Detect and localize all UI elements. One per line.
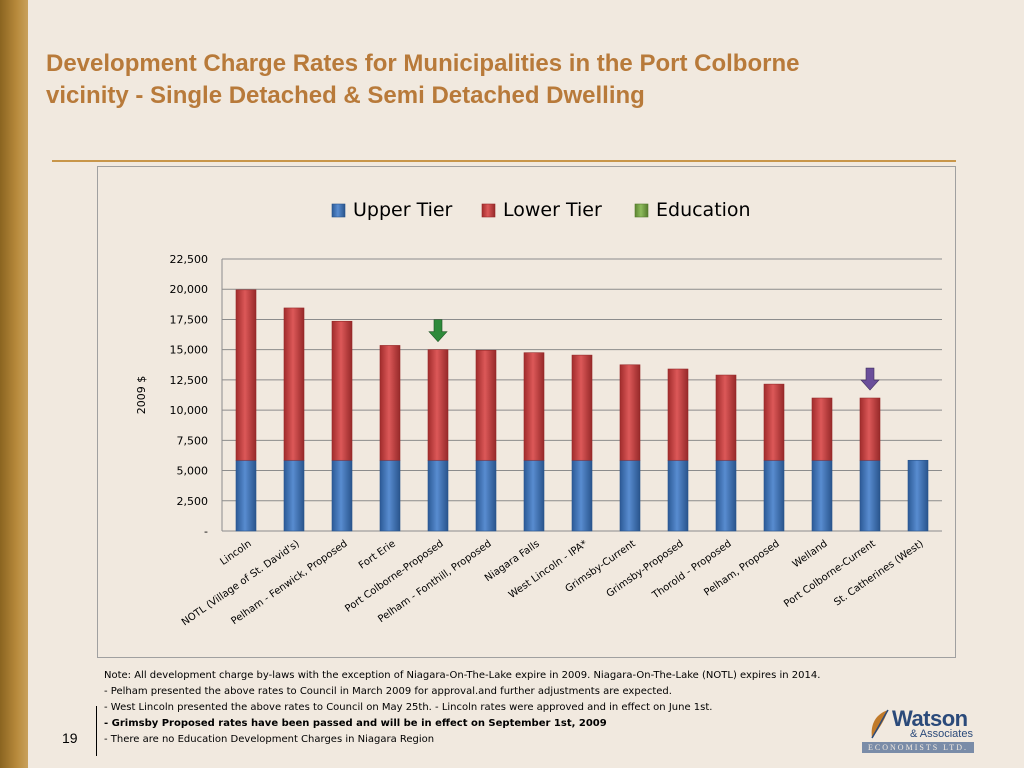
x-tick-label: Thorold - Proposed: [650, 538, 734, 601]
y-tick-label: 12,500: [170, 374, 209, 387]
leaf-icon: [871, 709, 889, 739]
bar-lower-tier-pelham-fonthill-proposed: [475, 349, 497, 461]
legend-label-lower-tier: Lower Tier: [503, 199, 602, 221]
note-line: - Grimsby Proposed rates have been passe…: [104, 718, 607, 729]
down-arrow-icon: [428, 319, 448, 343]
slide-title: Development Charge Rates for Municipalit…: [46, 48, 986, 112]
bar-upper-tier-lincoln: [235, 459, 257, 532]
x-tick-label: Lincoln: [218, 538, 253, 567]
bar-upper-tier-pelham-proposed: [763, 459, 785, 532]
note-line: - Pelham presented the above rates to Co…: [104, 686, 672, 697]
chart-notes: Note: All development charge by-laws wit…: [104, 668, 964, 748]
legend-swatch-education: [634, 203, 649, 218]
page-number: 19: [62, 730, 78, 746]
y-tick-label: 17,500: [170, 313, 209, 326]
legend-label-upper-tier: Upper Tier: [353, 199, 453, 221]
y-tick-label: 22,500: [170, 253, 209, 266]
bar-upper-tier-niagara-falls: [523, 459, 545, 532]
slide-title-line-1: Development Charge Rates for Municipalit…: [46, 50, 800, 77]
page-number-divider: [96, 706, 97, 756]
bar-lower-tier-lincoln: [235, 289, 257, 461]
down-arrow-icon: [860, 367, 880, 391]
bar-upper-tier-port-colborne-current: [859, 459, 881, 532]
bar-upper-tier-notl-village-of-st-david-s: [283, 459, 305, 532]
x-tick-label: West Lincoln - IPA*: [507, 538, 590, 601]
logo-tagline: ECONOMISTS LTD.: [862, 742, 974, 753]
title-divider: [52, 160, 956, 162]
y-tick-label: -: [204, 525, 208, 538]
note-line: Note: All development charge by-laws wit…: [104, 670, 821, 681]
bar-upper-tier-st-catherines-west: [907, 459, 929, 532]
bar-lower-tier-port-colborne-proposed: [427, 349, 449, 461]
bar-upper-tier-pelham-fonthill-proposed: [475, 459, 497, 532]
bar-lower-tier-pelham-proposed: [763, 383, 785, 461]
x-tick-label: Fort Erie: [357, 538, 398, 571]
slide-side-bar: [0, 0, 28, 768]
bar-upper-tier-welland: [811, 459, 833, 532]
bar-upper-tier-fort-erie: [379, 459, 401, 532]
y-tick-label: 20,000: [170, 283, 209, 296]
logo-subtitle: & Associates: [910, 728, 973, 740]
x-tick-label: St. Catherines (West): [832, 538, 925, 608]
bar-lower-tier-notl-village-of-st-david-s: [283, 307, 305, 461]
bar-upper-tier-grimsby-proposed: [667, 459, 689, 532]
slide-title-line-2: vicinity - Single Detached & Semi Detach…: [46, 82, 645, 109]
legend-swatch-lower-tier: [481, 203, 496, 218]
bar-lower-tier-thorold-proposed: [715, 374, 737, 461]
legend-label-education: Education: [656, 199, 751, 221]
bar-lower-tier-pelham-fenwick-proposed: [331, 320, 353, 461]
y-tick-label: 10,000: [170, 404, 209, 417]
stacked-bar-chart: - 2,500 5,000 7,500 10,000 12,500 15,000 17,500…: [135, 199, 942, 628]
y-tick-label: 2,500: [177, 495, 209, 508]
bar-lower-tier-grimsby-current: [619, 364, 641, 461]
bar-lower-tier-welland: [811, 397, 833, 461]
x-tick-label: Welland: [791, 538, 830, 570]
bar-lower-tier-fort-erie: [379, 345, 401, 461]
y-axis-label: 2009 $: [135, 376, 148, 415]
company-logo: Watson & Associates ECONOMISTS LTD.: [862, 706, 974, 758]
bar-upper-tier-thorold-proposed: [715, 459, 737, 532]
y-tick-label: 5,000: [177, 465, 209, 478]
bar-upper-tier-port-colborne-proposed: [427, 459, 449, 532]
bar-lower-tier-west-lincoln-ipa: [571, 354, 593, 461]
y-tick-label: 7,500: [177, 434, 209, 447]
y-tick-label: 15,000: [170, 344, 209, 357]
bar-upper-tier-grimsby-current: [619, 459, 641, 532]
note-line: - There are no Education Development Cha…: [104, 734, 435, 745]
bar-lower-tier-niagara-falls: [523, 352, 545, 461]
bar-lower-tier-grimsby-proposed: [667, 368, 689, 461]
logo-name: Watson: [892, 706, 968, 731]
note-line: - West Lincoln presented the above rates…: [104, 702, 713, 713]
bar-lower-tier-port-colborne-current: [859, 397, 881, 461]
bar-upper-tier-pelham-fenwick-proposed: [331, 459, 353, 532]
legend-swatch-upper-tier: [331, 203, 346, 218]
bar-upper-tier-west-lincoln-ipa: [571, 459, 593, 532]
x-tick-label: Port Colborne-Current: [782, 538, 878, 610]
